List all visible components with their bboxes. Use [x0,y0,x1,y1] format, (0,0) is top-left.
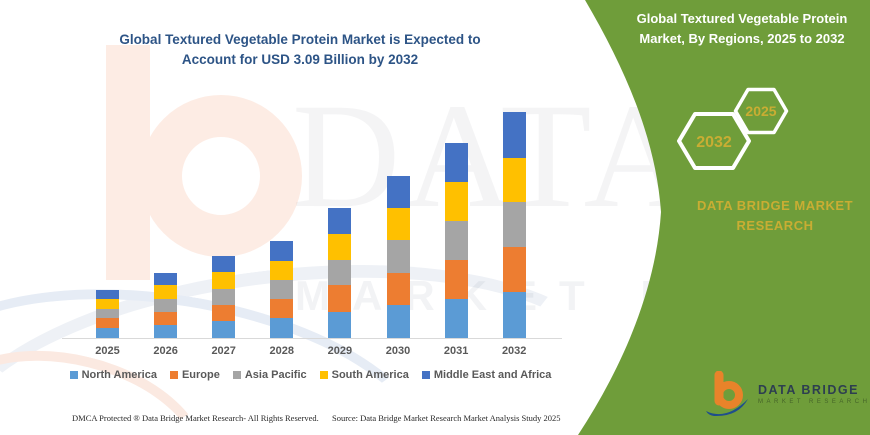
segment-north-america [96,327,119,338]
x-axis-label-2030: 2030 [385,345,411,357]
legend-label: Asia Pacific [244,369,307,381]
segment-south-america [270,260,294,280]
segment-middle-east-and-africa [212,256,236,273]
segment-south-america [328,233,352,260]
watermark-logo-b-stem [106,45,150,280]
segment-asia-pacific [96,308,119,319]
stacked-bar-2031 [444,143,468,338]
segment-europe [444,259,468,300]
segment-north-america [444,299,468,338]
company-logo: DATA BRIDGE MARKET RESEARCH [702,371,870,419]
segment-asia-pacific [212,289,236,306]
segment-asia-pacific [270,279,294,299]
segment-south-america [386,208,410,241]
legend-swatch [169,371,178,379]
x-axis-label-2026: 2026 [153,345,178,357]
x-axis-label-2028: 2028 [269,345,295,357]
segment-europe [386,273,410,306]
legend-item-asia-pacific: Asia Pacific [232,369,307,381]
segment-europe [154,311,178,325]
segment-north-america [502,291,526,338]
x-axis-label-2029: 2029 [327,345,353,357]
side-panel-headline: Global Textured Vegetable Protein Market… [636,11,848,46]
segment-middle-east-and-africa [96,289,119,300]
segment-middle-east-and-africa [502,112,526,158]
segment-asia-pacific [328,259,352,286]
company-logo-subtitle: MARKET RESEARCH [758,399,870,405]
chart-title: Global Textured Vegetable Protein Market… [80,30,520,71]
segment-north-america [212,321,236,338]
segment-asia-pacific [386,240,410,273]
x-axis-label-2027: 2027 [211,345,236,357]
segment-middle-east-and-africa [270,240,294,261]
stacked-bar-2030 [386,175,410,338]
legend-item-south-america: South America [319,369,409,381]
segment-europe [328,285,352,312]
segment-middle-east-and-africa [444,143,468,182]
legend-label: Europe [181,369,220,381]
legend-item-north-america: North America [69,369,157,381]
segment-south-america [444,181,468,222]
hexagon-2025: 2025 [733,87,789,135]
source-note: Source: Data Bridge Market Research Mark… [332,413,561,423]
stacked-bar-2029 [328,208,352,338]
segment-europe [96,318,119,328]
legend: North America Europe Asia Pacific South Ame… [58,369,563,381]
segment-asia-pacific [154,298,178,312]
legend-label: North America [81,369,157,381]
segment-south-america [212,272,236,290]
hexagon-2032-label: 2032 [696,134,732,151]
segment-south-america [502,157,526,203]
side-panel-background [578,0,870,435]
segment-europe [502,246,526,292]
segment-north-america [386,305,410,338]
segment-europe [270,298,294,319]
segment-north-america [328,311,352,338]
x-axis-label-2032: 2032 [501,345,527,357]
watermark-logo-b-loop [140,95,302,257]
stacked-bar-2028 [270,240,294,338]
segment-asia-pacific [502,202,526,247]
x-axis-line [62,338,562,339]
segment-north-america [154,324,178,338]
legend-label: Middle East and Africa [433,369,552,381]
segment-south-america [96,299,119,309]
dmca-notice: DMCA Protected ® Data Bridge Market Rese… [72,413,319,423]
legend-item-europe: Europe [169,369,220,381]
stacked-bar-2032 [502,112,526,338]
hexagon-2032: 2032 [677,112,751,170]
stacked-bar-2026 [154,273,178,338]
legend-swatch [232,371,241,379]
segment-middle-east-and-africa [328,208,352,234]
legend-swatch [421,371,430,379]
segment-middle-east-and-africa [386,175,410,209]
segment-north-america [270,318,294,338]
chart-title-line1: Global Textured Vegetable Protein Market… [119,32,481,47]
x-axis-label-2031: 2031 [443,345,469,357]
segment-middle-east-and-africa [154,273,178,286]
company-logo-text: DATA BRIDGE MARKET RESEARCH [758,371,870,405]
stacked-bar-2027 [212,256,236,338]
company-logo-icon [706,371,748,417]
legend-swatch [319,371,328,379]
company-logo-title: DATA BRIDGE [758,383,859,397]
hexagon-2025-label: 2025 [745,103,776,119]
stacked-bar-2025 [96,289,119,338]
brand-wordmark: DATA BRIDGE MARKET RESEARCH [696,198,854,233]
legend-label: South America [331,369,409,381]
chart-title-line2: Account for USD 3.09 Billion by 2032 [181,52,419,68]
segment-asia-pacific [444,221,468,260]
legend-swatch [69,371,78,379]
segment-south-america [154,285,178,299]
x-axis-label-2025: 2025 [95,345,120,357]
segment-europe [212,305,236,322]
legend-item-middle-east-and-africa: Middle East and Africa [421,369,552,381]
